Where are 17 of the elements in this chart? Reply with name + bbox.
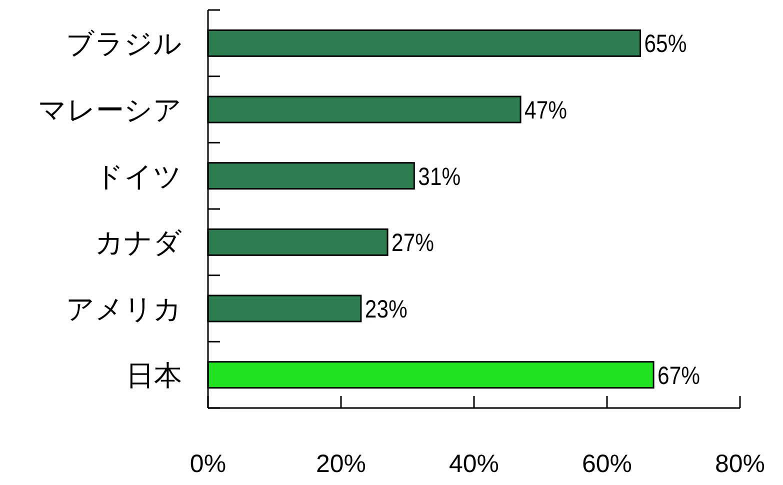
x-tick-label: 60%: [582, 450, 632, 478]
x-tick-label: 20%: [316, 450, 366, 478]
data-label: 67%: [658, 361, 700, 390]
x-tick-label: 0%: [190, 450, 226, 478]
x-tick-label: 80%: [714, 450, 766, 478]
data-label: 27%: [392, 228, 434, 257]
data-label: 47%: [524, 96, 568, 124]
x-tick-label: 40%: [448, 450, 500, 478]
y-tick-label: マレーシア: [38, 94, 182, 126]
y-tick-label: ドイツ: [95, 160, 182, 192]
data-label: 23%: [364, 294, 408, 323]
y-tick-label: ブラジル: [66, 28, 182, 60]
data-label: 65%: [644, 30, 687, 58]
y-tick-label: カナダ: [95, 227, 182, 258]
y-tick-label: アメリカ: [66, 294, 182, 324]
y-tick-label: 日本: [126, 360, 182, 391]
data-label: 31%: [418, 162, 461, 190]
